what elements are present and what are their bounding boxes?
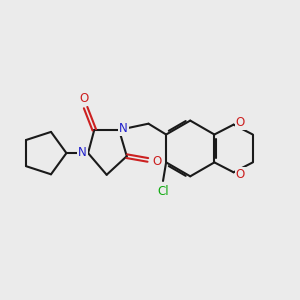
Text: N: N bbox=[119, 122, 128, 135]
Text: O: O bbox=[152, 155, 161, 168]
Text: N: N bbox=[78, 146, 87, 159]
Text: O: O bbox=[236, 116, 245, 129]
Text: O: O bbox=[236, 168, 245, 181]
Text: O: O bbox=[79, 92, 88, 105]
Text: Cl: Cl bbox=[158, 185, 170, 198]
